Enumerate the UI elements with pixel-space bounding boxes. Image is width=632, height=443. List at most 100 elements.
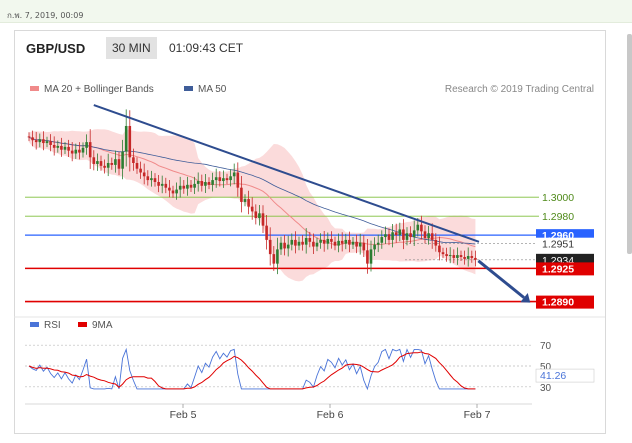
candle-body [88, 142, 92, 158]
level-tag-bg-1.2951 [536, 237, 594, 251]
top-date-strip: ก.พ. 7, 2019, 00:09 [0, 0, 632, 23]
candle-body [157, 181, 160, 186]
candle-body [186, 184, 189, 189]
candle-body [355, 241, 358, 247]
candle-body [376, 242, 380, 245]
candle-body [373, 244, 376, 250]
candle-body [78, 149, 81, 153]
candle-body [103, 165, 106, 168]
candle-body [106, 163, 110, 168]
candle-body [380, 237, 384, 243]
rsi-current-tag-bg [535, 368, 595, 383]
candle-body [333, 241, 337, 246]
candle-body [225, 178, 229, 181]
candle-body [214, 177, 218, 181]
x-label-Feb 5: Feb 5 [170, 409, 197, 421]
candle-body [258, 213, 261, 219]
candle-body [409, 233, 412, 238]
candle-body [70, 150, 74, 154]
legend-swatch-9ma [78, 322, 87, 327]
legend-label-rsi: RSI [44, 320, 61, 331]
candle-body [96, 161, 99, 164]
candle-body [369, 249, 373, 264]
candle-body [276, 249, 279, 264]
ma20-line [28, 136, 476, 248]
candle-body [394, 232, 398, 236]
candle-body [384, 234, 387, 238]
candle-body [286, 244, 290, 249]
legend-label-ma50: MA 50 [198, 84, 227, 95]
candle-body [416, 224, 420, 231]
candle-body [67, 146, 70, 151]
candle-body [402, 229, 405, 240]
candle-body [265, 225, 268, 240]
candle-body [189, 184, 193, 188]
candle-body [405, 233, 409, 240]
candle-body [438, 245, 441, 253]
level-tag-1.3000: 1.3000 [542, 192, 574, 204]
candle-body [434, 239, 438, 246]
level-tag-bg-1.2925 [536, 262, 594, 276]
candle-body [294, 239, 297, 246]
candle-body [74, 149, 78, 154]
chart-credit: Research © 2019 Trading Central [445, 84, 594, 95]
candle-body [182, 185, 186, 189]
candle-body [312, 241, 315, 247]
candle-body [474, 257, 477, 260]
timeframe-badge[interactable]: 30 MIN [106, 37, 157, 59]
legend-swatch-ma50 [184, 86, 193, 91]
candle-body [301, 241, 304, 245]
candle-body [92, 157, 96, 164]
candle-body [56, 145, 60, 148]
candle-body [268, 239, 272, 255]
candle-body [168, 187, 171, 191]
candle-body [344, 239, 348, 244]
level-tag-1.2980: 1.2980 [542, 211, 574, 223]
candle-body [124, 125, 128, 152]
candle-body [236, 172, 240, 188]
candle-body [279, 242, 283, 250]
candle-body [240, 187, 243, 202]
candle-body [448, 255, 452, 257]
candle-body [358, 242, 362, 247]
candle-body [322, 239, 326, 244]
candle-body [348, 239, 351, 245]
legend-swatch-rsi [30, 322, 39, 327]
candle-body [232, 172, 236, 177]
candle-body [315, 242, 319, 247]
rsi-tick-30: 30 [540, 383, 552, 394]
page-scrollbar[interactable] [627, 34, 632, 254]
candle-body [52, 144, 56, 148]
candle-body [243, 199, 247, 202]
candle-body [117, 159, 121, 169]
candle-body [160, 183, 164, 186]
candle-body [207, 181, 211, 185]
trendline [93, 104, 480, 243]
candle-body [81, 147, 85, 153]
legend-label-ma20: MA 20 + Bollinger Bands [44, 84, 154, 95]
rsi-tick-50: 50 [540, 362, 552, 373]
candle-body [250, 206, 254, 212]
candle-body [34, 140, 38, 143]
candle-body [326, 238, 330, 244]
legend-label-9ma: 9MA [92, 320, 113, 331]
candle-body [272, 254, 276, 264]
candle-body [135, 163, 139, 169]
candle-body [128, 125, 132, 158]
candle-body [121, 151, 124, 169]
candle-body [60, 145, 63, 150]
rsi-ma-line [28, 351, 476, 390]
candle-body [200, 181, 204, 186]
candle-body [304, 238, 308, 245]
candle-body [139, 168, 142, 173]
candle-body [456, 255, 459, 258]
candle-body [211, 180, 214, 185]
candle-body [420, 224, 423, 232]
candle-body [290, 239, 294, 245]
candle-body [38, 139, 42, 143]
candle-body [49, 141, 52, 145]
level-tag-1.2951: 1.2951 [542, 239, 574, 251]
candle-body [229, 176, 232, 181]
date-text: ก.พ. 7, 2019, 00:09 [7, 11, 84, 20]
